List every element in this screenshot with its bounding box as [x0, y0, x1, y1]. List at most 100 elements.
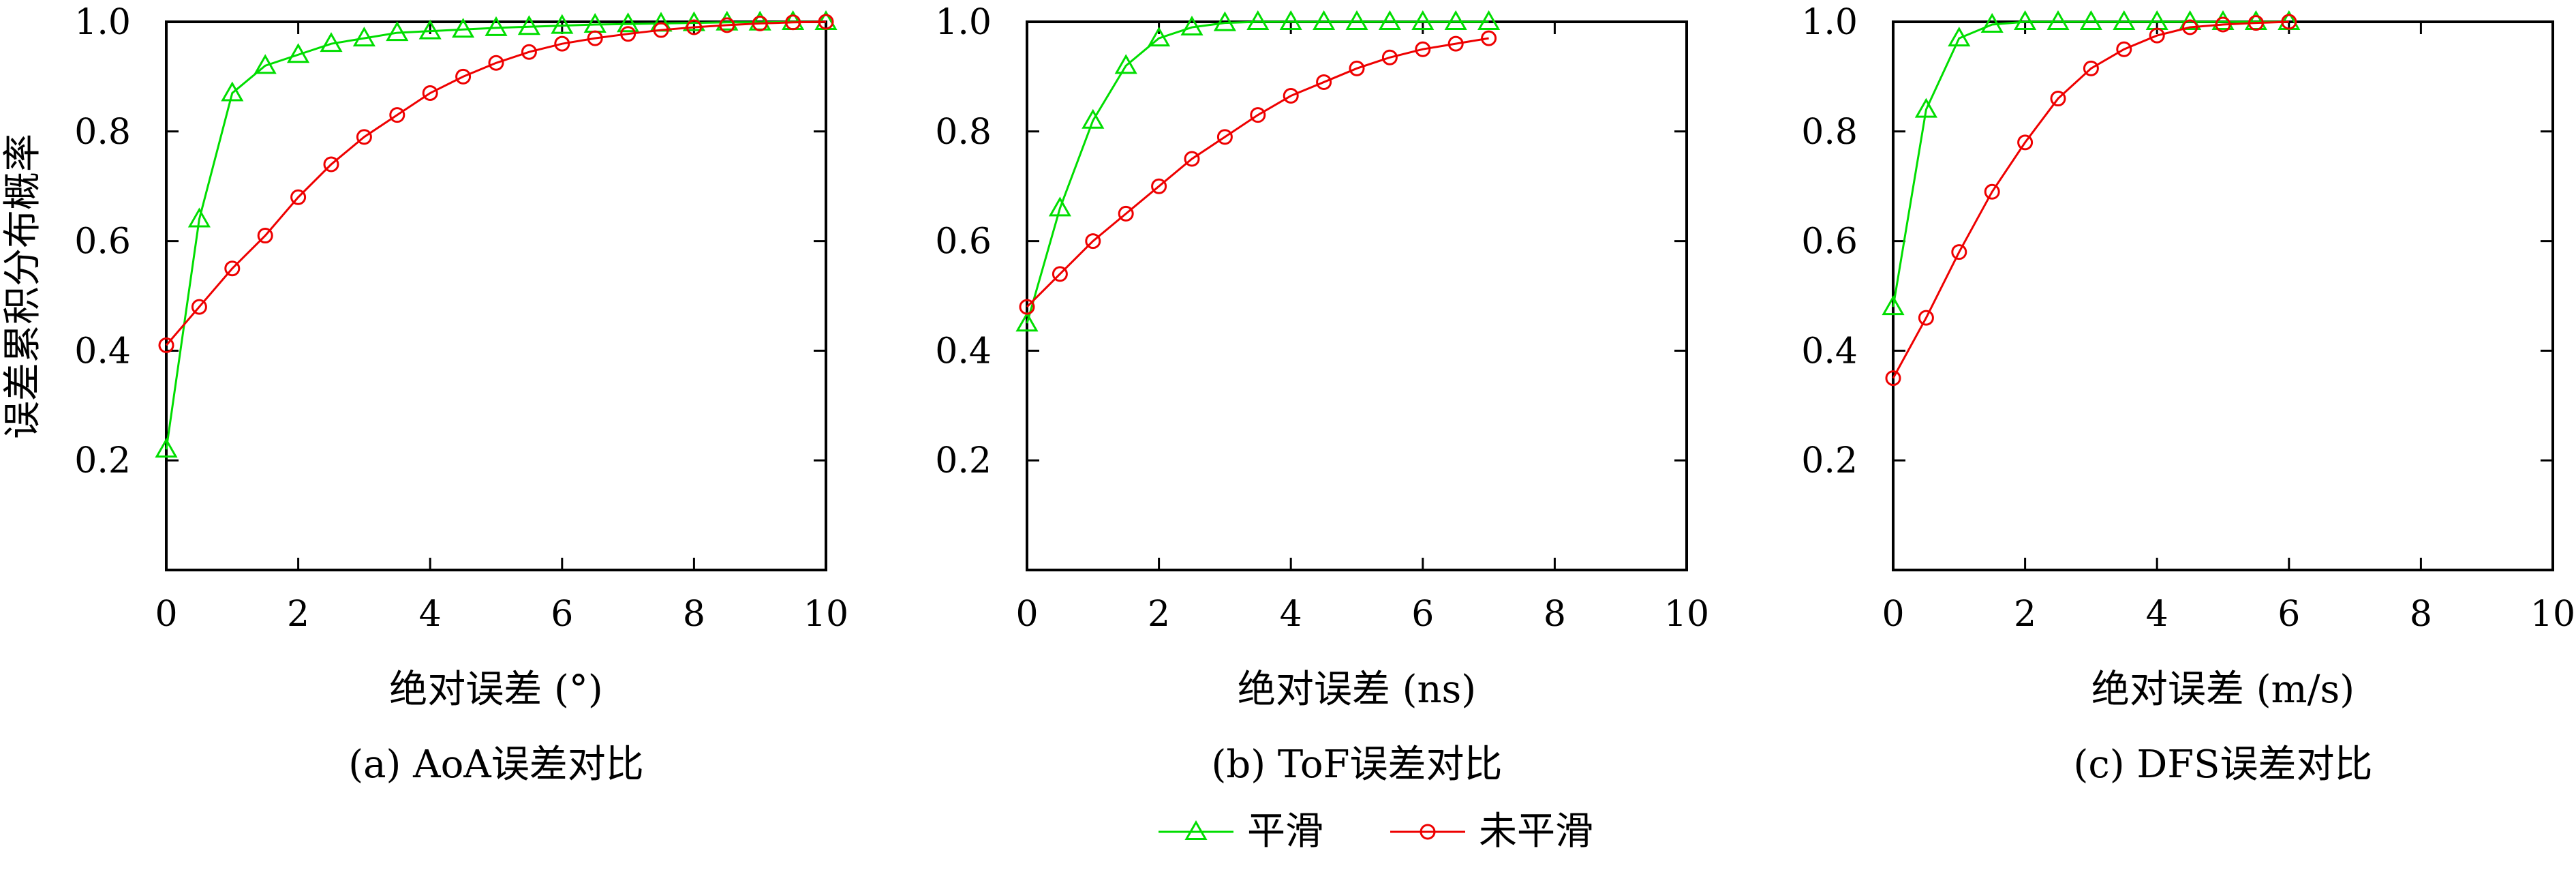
y-tick-label: 0.6 — [935, 222, 992, 262]
y-tick-label: 0.8 — [935, 112, 992, 153]
chart-panel-b: 0 2 4 6 8 10 0.2 0.4 0.6 0.8 1.0 绝对误差 (ns) (b) ToF误差… — [935, 2, 1709, 787]
data-point-smoothed — [254, 54, 277, 74]
data-point-unsmoothed — [488, 55, 504, 71]
data-point-smoothed — [2014, 10, 2037, 30]
data-point-smoothed — [1279, 10, 1302, 30]
data-point-smoothed — [1114, 54, 1137, 74]
x-tick-label: 10 — [1664, 594, 1709, 635]
data-point-unsmoothed — [1984, 183, 2000, 200]
y-tick-label: 1.0 — [1801, 2, 1858, 43]
x-tick-label: 0 — [1882, 594, 1904, 635]
data-point-unsmoothed — [1316, 74, 1332, 90]
data-point-unsmoothed — [2182, 19, 2198, 35]
plot-frame — [1026, 20, 1688, 571]
panel-caption: (b) ToF误差对比 — [1212, 742, 1503, 787]
y-tick-label: 0.6 — [74, 222, 131, 262]
x-tick-label: 2 — [1148, 594, 1170, 635]
chart-panel-c: 0 2 4 6 8 10 0.2 0.4 0.6 0.8 1.0 绝对误差 (m/s) (c) DFS误… — [1801, 2, 2575, 787]
panel-caption: (c) DFS误差对比 — [2074, 742, 2373, 787]
data-point-unsmoothed — [752, 15, 768, 31]
data-point-smoothed — [1948, 27, 1971, 47]
chart-panel-a: 0 2 4 6 8 10 0.2 0.4 0.6 0.8 1.0 绝对误差 (°) (a) AoA误差对… — [74, 2, 848, 787]
data-point-unsmoothed — [1184, 151, 1200, 167]
data-point-smoothed — [2079, 10, 2102, 30]
data-point-smoothed — [418, 19, 442, 40]
y-tick-label: 0.4 — [935, 331, 992, 372]
data-point-smoothed — [1378, 10, 1401, 30]
data-point-smoothed — [2179, 10, 2202, 30]
data-point-smoothed — [1246, 10, 1270, 30]
data-point-unsmoothed — [1019, 299, 1035, 315]
data-point-unsmoothed — [323, 156, 339, 172]
x-tick-label: 6 — [1411, 594, 1434, 635]
x-tick-label: 8 — [1544, 594, 1566, 635]
x-axis-label: 绝对误差 (ns) — [1238, 668, 1476, 712]
data-point-unsmoothed — [1951, 244, 1967, 260]
data-point-unsmoothed — [455, 68, 472, 85]
data-point-smoothed — [1980, 12, 2004, 33]
series-line-unsmoothed — [1892, 20, 2289, 379]
y-tick-label: 0.4 — [74, 331, 131, 372]
data-point-smoothed — [1411, 10, 1435, 30]
data-point-unsmoothed — [290, 189, 307, 205]
data-point-smoothed — [583, 12, 607, 33]
data-point-unsmoothed — [2215, 16, 2231, 33]
series-line-smoothed — [1892, 20, 2289, 308]
data-point-smoothed — [1882, 295, 1905, 316]
series-line-smoothed — [165, 20, 826, 450]
series-line-smoothed — [1026, 20, 1489, 324]
data-point-unsmoothed — [587, 30, 603, 46]
plot-frame — [1892, 20, 2554, 571]
data-point-unsmoothed — [2083, 60, 2099, 76]
plot-frame — [165, 20, 827, 571]
data-point-unsmoothed — [1250, 107, 1266, 123]
data-point-unsmoothed — [1415, 41, 1431, 57]
panel-caption: (a) AoA误差对比 — [348, 742, 643, 787]
y-tick-label: 0.8 — [1801, 112, 1858, 153]
data-point-smoothed — [287, 43, 310, 63]
data-point-smoothed — [1015, 312, 1039, 332]
data-point-smoothed — [155, 438, 178, 458]
data-point-smoothed — [1148, 27, 1171, 47]
x-axis-label: 绝对误差 (m/s) — [2091, 668, 2355, 712]
data-point-unsmoothed — [818, 14, 834, 30]
data-point-smoothed — [1477, 10, 1501, 30]
y-tick-label: 1.0 — [935, 2, 992, 43]
x-tick-label: 8 — [683, 594, 705, 635]
data-point-smoothed — [187, 207, 211, 228]
data-point-unsmoothed — [422, 85, 438, 102]
data-point-unsmoothed — [1085, 233, 1101, 250]
data-point-unsmoothed — [2116, 41, 2132, 57]
data-point-smoothed — [1048, 196, 1071, 217]
data-point-unsmoothed — [257, 228, 273, 244]
data-point-unsmoothed — [521, 44, 537, 60]
y-tick-label: 0.2 — [935, 440, 992, 481]
data-point-unsmoothed — [1381, 49, 1398, 65]
series-line-unsmoothed — [165, 20, 827, 346]
data-point-unsmoothed — [620, 26, 637, 42]
legend-marker-smoothed — [1184, 820, 1208, 840]
data-point-smoothed — [352, 27, 375, 47]
legend-marker-unsmoothed — [1420, 824, 1436, 840]
y-tick-label: 0.4 — [1801, 331, 1858, 372]
data-point-unsmoothed — [191, 299, 207, 315]
x-axis-label: 绝对误差 (°) — [389, 668, 603, 712]
y-tick-label: 1.0 — [74, 2, 131, 43]
data-point-unsmoothed — [158, 337, 174, 353]
data-point-unsmoothed — [1118, 205, 1134, 222]
x-tick-label: 10 — [803, 594, 848, 635]
data-point-unsmoothed — [719, 17, 735, 33]
data-point-unsmoothed — [356, 129, 372, 145]
x-tick-label: 4 — [2146, 594, 2168, 635]
data-point-unsmoothed — [785, 14, 801, 31]
legend-label-unsmoothed: 未平滑 — [1479, 809, 1593, 854]
data-point-unsmoothed — [2050, 91, 2066, 107]
data-point-unsmoothed — [2017, 134, 2034, 151]
series-line-unsmoothed — [1026, 37, 1489, 308]
data-point-smoothed — [551, 14, 574, 34]
data-point-unsmoothed — [1216, 129, 1233, 145]
x-tick-label: 6 — [2278, 594, 2300, 635]
data-point-unsmoothed — [2248, 15, 2264, 31]
data-point-smoothed — [517, 15, 540, 35]
